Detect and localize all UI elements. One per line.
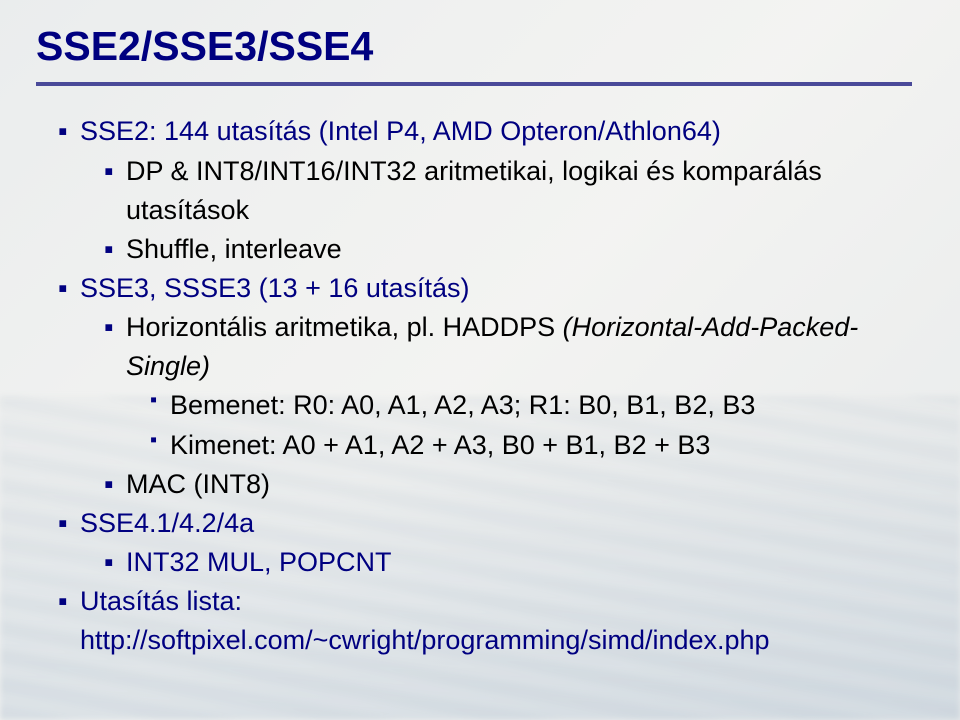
square-bullet-icon: ▪: [104, 543, 126, 582]
bullet-level1: ▪ SSE2: 144 utasítás (Intel P4, AMD Opte…: [58, 112, 912, 151]
bullet-text: Shuffle, interleave: [126, 230, 912, 269]
bullet-level2: ▪ DP & INT8/INT16/INT32 aritmetikai, log…: [104, 152, 912, 230]
bullet-level1: ▪ SSE3, SSSE3 (13 + 16 utasítás): [58, 269, 912, 308]
bullet-text: SSE2: 144 utasítás (Intel P4, AMD Optero…: [80, 112, 912, 151]
bullet-level2: ▪ INT32 MUL, POPCNT: [104, 543, 912, 582]
bullet-text: Kimenet: A0 + A1, A2 + A3, B0 + B1, B2 +…: [170, 426, 912, 465]
bullet-text: Utasítás lista: http://softpixel.com/~cw…: [80, 582, 912, 660]
square-bullet-icon: ▪: [150, 386, 170, 415]
square-bullet-icon: ▪: [104, 308, 126, 347]
slide-body: ▪ SSE2: 144 utasítás (Intel P4, AMD Opte…: [48, 112, 912, 660]
bullet-text: Bemenet: R0: A0, A1, A2, A3; R1: B0, B1,…: [170, 386, 912, 425]
bullet-text: SSE3, SSSE3 (13 + 16 utasítás): [80, 269, 912, 308]
square-bullet-icon: ▪: [150, 426, 170, 455]
bullet-text: DP & INT8/INT16/INT32 aritmetikai, logik…: [126, 152, 912, 230]
square-bullet-icon: ▪: [104, 465, 126, 504]
bullet-text: SSE4.1/4.2/4a: [80, 504, 912, 543]
bullet-text: INT32 MUL, POPCNT: [126, 543, 912, 582]
title-underline: [36, 82, 912, 86]
slide-title: SSE2/SSE3/SSE4: [36, 20, 912, 72]
bullet-level3: ▪ Bemenet: R0: A0, A1, A2, A3; R1: B0, B…: [150, 386, 912, 425]
bullet-level2: ▪ MAC (INT8): [104, 465, 912, 504]
bullet-text: Horizontális aritmetika, pl. HADDPS (Hor…: [126, 308, 912, 386]
slide: SSE2/SSE3/SSE4 ▪ SSE2: 144 utasítás (Int…: [0, 0, 960, 720]
square-bullet-icon: ▪: [104, 152, 126, 191]
bullet-level2: ▪ Shuffle, interleave: [104, 230, 912, 269]
square-bullet-icon: ▪: [58, 269, 80, 308]
square-bullet-icon: ▪: [58, 112, 80, 151]
square-bullet-icon: ▪: [58, 504, 80, 543]
bullet-text: MAC (INT8): [126, 465, 912, 504]
bullet-level1: ▪ SSE4.1/4.2/4a: [58, 504, 912, 543]
bullet-level1: ▪ Utasítás lista: http://softpixel.com/~…: [58, 582, 912, 660]
title-block: SSE2/SSE3/SSE4: [36, 20, 912, 86]
bullet-level2: ▪ Horizontális aritmetika, pl. HADDPS (H…: [104, 308, 912, 386]
square-bullet-icon: ▪: [58, 582, 80, 621]
bullet-level3: ▪ Kimenet: A0 + A1, A2 + A3, B0 + B1, B2…: [150, 426, 912, 465]
bullet-text-main: Horizontális aritmetika, pl. HADDPS: [126, 312, 563, 342]
square-bullet-icon: ▪: [104, 230, 126, 269]
